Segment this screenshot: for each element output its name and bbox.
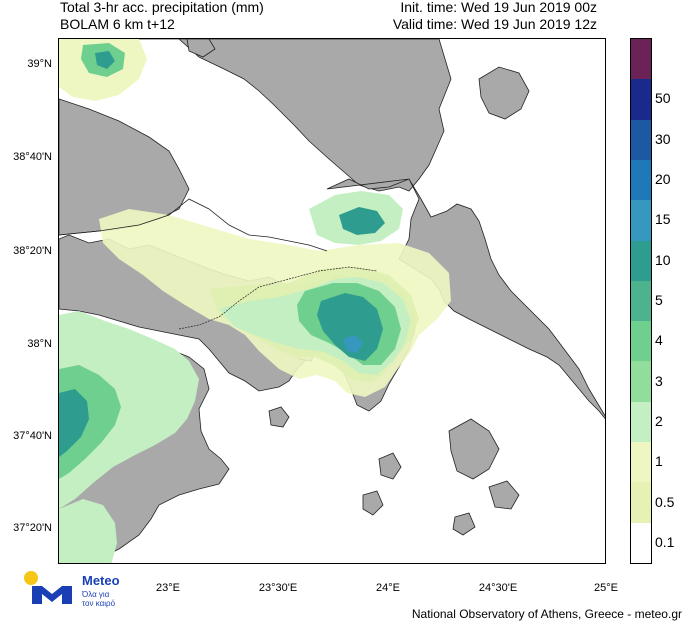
colorbar-legend (630, 38, 652, 564)
colorbar-segment (631, 39, 651, 80)
lon-label-4: 24°30'E (478, 582, 518, 594)
lat-label-5: 37°40'N (13, 430, 52, 442)
lon-label-3: 24°E (376, 582, 400, 594)
map-title: Total 3-hr acc. precipitation (mm) BOLAM… (60, 0, 264, 33)
land-overlay (59, 198, 378, 330)
colorbar-label: 1 (655, 453, 663, 470)
colorbar-segment (631, 522, 651, 564)
colorbar-segment (631, 240, 651, 282)
lat-label-2: 38°40'N (13, 151, 52, 163)
colorbar-label: 0.5 (655, 493, 675, 510)
lat-label-6: 37°20'N (13, 522, 52, 534)
colorbar-label: 20 (655, 171, 671, 188)
lon-label-1: 23°E (156, 582, 180, 594)
init-time: Init. time: Wed 19 Jun 2019 00z (400, 0, 597, 15)
colorbar-label: 5 (655, 292, 663, 308)
meteo-logo (24, 571, 72, 604)
colorbar-label: 15 (655, 211, 671, 228)
colorbar-segment (631, 321, 651, 362)
precip-southwest-south (59, 499, 117, 563)
colorbar-segment (631, 361, 651, 403)
lon-label-2: 23°30'E (258, 582, 298, 594)
precip-southwest (59, 311, 199, 509)
credit-line: National Observatory of Athens, Greece -… (411, 607, 682, 621)
andros-island (448, 418, 500, 480)
euboea-island (326, 178, 605, 420)
colorbar-segment (631, 401, 651, 443)
lat-label-3: 38°20'N (13, 245, 52, 257)
precip-north-west-peak (95, 51, 115, 69)
colorbar-segment (631, 442, 651, 483)
time-info: Init. time: Wed 19 Jun 2019 00z Valid ti… (393, 0, 597, 33)
kea-island (378, 452, 402, 480)
precip-contour-10 (317, 293, 383, 361)
colorbar-label: 0.1 (655, 533, 675, 550)
colorbar-segment (631, 200, 651, 242)
sun-icon (24, 571, 38, 585)
colorbar-segment (631, 159, 651, 201)
title-line-2: BOLAM 6 km t+12 (60, 16, 175, 32)
skiathos-island (186, 39, 216, 58)
colorbar-segment (631, 482, 651, 524)
lat-label-1: 39°N (27, 58, 52, 70)
brand-name: Meteo (82, 573, 120, 588)
coastline-gulf (59, 198, 328, 252)
valid-time: Valid time: Wed 19 Jun 2019 12z (392, 16, 597, 32)
precip-north-center-core (339, 207, 385, 235)
precip-contour-15 (343, 335, 363, 353)
colorbar-label: 3 (655, 372, 663, 389)
colorbar-label: 30 (655, 130, 671, 147)
skyros-island (478, 66, 530, 120)
lat-label-4: 38°N (27, 338, 52, 350)
colorbar-segment (631, 280, 651, 322)
title-line-1: Total 3-hr acc. precipitation (mm) (60, 0, 264, 15)
tinos-island (488, 480, 520, 510)
precip-southwest-core (59, 389, 89, 457)
colorbar-label: 10 (655, 251, 671, 268)
map-canvas (59, 39, 605, 563)
lon-label-5: 25°E (594, 582, 618, 594)
syros-island (452, 512, 476, 536)
aegina-island (268, 406, 290, 428)
colorbar-segment (631, 119, 651, 161)
precip-layer (59, 39, 451, 563)
colorbar-label: 2 (655, 412, 663, 429)
brand-tagline: Όλα για τον καιρό (82, 590, 116, 608)
colorbar-label: 50 (655, 90, 671, 107)
m-logo-icon (32, 586, 72, 604)
precipitation-map (58, 38, 606, 564)
region-border (178, 266, 378, 330)
colorbar-label: 4 (655, 332, 663, 349)
colorbar-segment (631, 79, 651, 121)
kythnos-island (362, 490, 384, 516)
